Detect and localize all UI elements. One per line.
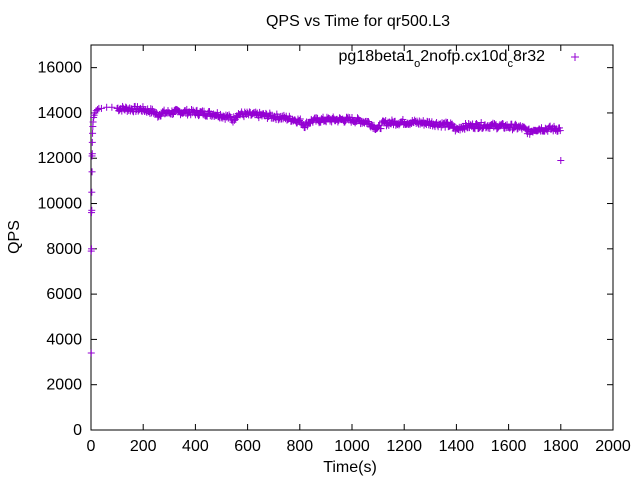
y-tick-label: 10000 xyxy=(38,196,83,213)
outlier-point xyxy=(557,157,565,164)
data-point xyxy=(472,120,480,128)
data-point xyxy=(88,150,96,158)
x-tick-label: 2000 xyxy=(595,438,631,455)
data-point xyxy=(94,106,102,114)
data-point xyxy=(296,115,304,123)
x-axis-label: Time(s) xyxy=(323,459,377,476)
y-tick-label: 14000 xyxy=(38,105,83,122)
data-point xyxy=(169,111,177,119)
legend-label-part-4: c xyxy=(507,58,513,70)
y-tick-label: 0 xyxy=(73,422,82,439)
y-axis-label: QPS xyxy=(6,220,23,254)
data-point xyxy=(216,110,224,118)
legend-marker xyxy=(571,53,579,61)
data-point xyxy=(509,126,517,134)
data-point xyxy=(377,125,385,133)
data-point xyxy=(231,116,239,124)
data-point xyxy=(108,103,116,111)
y-tick-label: 16000 xyxy=(38,60,83,77)
data-point xyxy=(88,188,96,196)
data-point xyxy=(213,109,221,117)
data-point xyxy=(193,106,201,114)
data-point xyxy=(486,124,494,132)
data-point xyxy=(88,206,96,214)
legend-label-part-3: 2nofp.cx10d xyxy=(420,48,507,65)
data-point xyxy=(511,121,519,129)
x-tick-label: 1200 xyxy=(386,438,422,455)
data-point xyxy=(364,118,372,126)
x-tick-label: 1000 xyxy=(334,438,370,455)
x-tick-label: 200 xyxy=(130,438,157,455)
data-point xyxy=(169,110,177,118)
legend-label-part-1: pg18beta1 xyxy=(339,48,415,65)
x-tick-label: 1800 xyxy=(543,438,579,455)
data-point xyxy=(399,115,407,123)
legend: pg18beta1o2nofp.cx10dc8r32 xyxy=(339,48,579,70)
data-point xyxy=(441,123,449,131)
data-point xyxy=(313,114,321,122)
data-point xyxy=(89,118,97,126)
data-point xyxy=(556,127,564,135)
data-point xyxy=(283,116,291,124)
legend-label: pg18beta1o2nofp.cx10dc8r32 xyxy=(339,48,546,70)
data-point xyxy=(192,107,200,115)
data-point xyxy=(87,349,95,357)
y-tick-label: 2000 xyxy=(46,377,82,394)
data-point xyxy=(521,124,529,132)
data-point xyxy=(97,104,105,112)
y-tick-label: 8000 xyxy=(46,241,82,258)
data-point xyxy=(447,119,455,127)
y-tick-label: 6000 xyxy=(46,286,82,303)
legend-label-part-2: o xyxy=(414,58,420,70)
data-point xyxy=(341,118,349,126)
data-point xyxy=(89,129,97,137)
legend-label-part-5: 8r32 xyxy=(513,48,545,65)
y-tick-label: 12000 xyxy=(38,150,83,167)
data-point xyxy=(232,113,240,121)
y-tick-label: 4000 xyxy=(46,331,82,348)
x-tick-label: 0 xyxy=(87,438,96,455)
chart-title: QPS vs Time for qr500.L3 xyxy=(266,13,450,30)
data-points xyxy=(87,102,565,357)
x-tick-label: 800 xyxy=(286,438,313,455)
x-tick-label: 1400 xyxy=(439,438,475,455)
data-point xyxy=(491,120,499,128)
data-point xyxy=(88,138,96,146)
x-tick-label: 1600 xyxy=(491,438,527,455)
data-point xyxy=(88,245,96,253)
x-tick-label: 600 xyxy=(234,438,261,455)
data-point xyxy=(88,168,96,176)
data-point xyxy=(195,112,203,120)
axis-ticks: 0 200 400 600 800 1000 1200 1400 1600 1800 2000 0 20… xyxy=(38,45,631,455)
x-tick-label: 400 xyxy=(182,438,209,455)
data-point xyxy=(351,119,359,127)
